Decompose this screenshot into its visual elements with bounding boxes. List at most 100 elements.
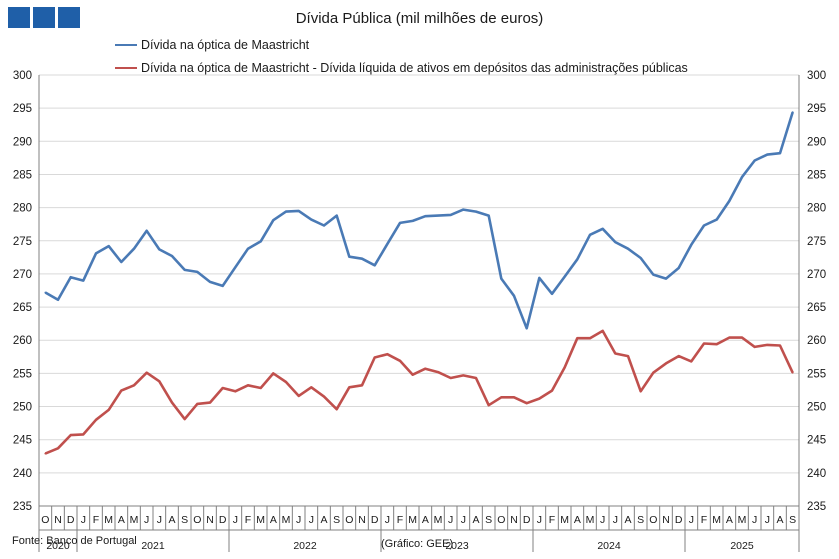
data-point-liquida <box>411 373 414 376</box>
data-point-maastricht <box>551 292 553 295</box>
month-label: O <box>649 514 657 526</box>
data-point-liquida <box>766 343 769 346</box>
logo-block-1 <box>8 7 30 28</box>
data-point-liquida <box>145 371 148 374</box>
data-point-maastricht <box>791 111 794 114</box>
y-tick-label-right: 280 <box>807 203 826 215</box>
gee-logo <box>8 7 80 28</box>
month-label: S <box>485 514 492 526</box>
data-point-liquida <box>196 402 199 405</box>
month-label: A <box>422 514 429 526</box>
data-point-liquida <box>95 418 97 421</box>
data-point-maastricht <box>411 219 414 222</box>
data-point-maastricht <box>285 210 287 213</box>
month-label: J <box>157 514 162 526</box>
month-label: F <box>93 514 99 526</box>
data-point-maastricht <box>145 229 148 232</box>
data-point-liquida <box>323 395 325 398</box>
data-point-maastricht <box>323 224 325 227</box>
month-label: F <box>397 514 403 526</box>
data-point-maastricht <box>335 214 338 217</box>
data-point-maastricht <box>221 284 224 287</box>
data-point-liquida <box>348 386 351 389</box>
data-point-liquida <box>449 377 452 379</box>
month-label: A <box>776 514 783 526</box>
series-line-maastricht <box>44 111 794 330</box>
month-label: A <box>168 514 175 526</box>
data-point-liquida <box>538 397 541 400</box>
data-point-liquida <box>399 359 401 362</box>
data-point-maastricht <box>728 200 731 202</box>
month-label: M <box>586 514 595 526</box>
year-label: 2025 <box>730 540 754 552</box>
month-label: J <box>309 514 314 526</box>
month-label: J <box>689 514 694 526</box>
month-label: A <box>118 514 125 526</box>
data-point-liquida <box>133 384 135 387</box>
data-point-maastricht <box>576 258 579 261</box>
y-tick-label-left: 270 <box>13 269 32 281</box>
data-point-liquida <box>513 396 515 399</box>
data-point-maastricht <box>525 327 528 330</box>
data-point-maastricht <box>639 257 642 259</box>
data-point-liquida <box>234 390 237 393</box>
y-tick-label-right: 240 <box>807 468 826 480</box>
data-point-maastricht <box>753 159 756 162</box>
data-point-maastricht <box>475 210 477 213</box>
y-tick-label-right: 250 <box>807 402 826 414</box>
month-label: A <box>472 514 479 526</box>
y-tick-label-left: 235 <box>13 501 32 513</box>
data-point-maastricht <box>259 240 262 243</box>
data-point-maastricht <box>373 264 376 267</box>
month-label: F <box>549 514 555 526</box>
month-label: N <box>358 514 366 526</box>
data-point-maastricht <box>82 279 85 282</box>
data-point-liquida <box>107 408 110 411</box>
data-point-maastricht <box>158 248 161 251</box>
year-label: 2022 <box>293 540 317 552</box>
data-point-liquida <box>183 418 186 421</box>
legend-label-liquida: Dívida na óptica de Maastricht - Dívida … <box>141 61 688 75</box>
year-label: 2024 <box>597 540 621 552</box>
month-label: J <box>461 514 466 526</box>
y-tick-label-right: 275 <box>807 236 826 248</box>
data-point-maastricht <box>386 243 389 245</box>
data-point-maastricht <box>563 275 566 278</box>
data-point-liquida <box>424 367 427 370</box>
data-point-liquida <box>703 342 705 345</box>
month-label: A <box>320 514 327 526</box>
legend-swatch-red <box>115 67 137 69</box>
legend-item-maastricht: Dívida na óptica de Maastricht <box>115 38 309 52</box>
month-label: S <box>181 514 188 526</box>
logo-block-2 <box>33 7 55 28</box>
y-tick-label-left: 250 <box>13 402 32 414</box>
y-tick-label-left: 260 <box>13 335 32 347</box>
y-tick-label-right: 235 <box>807 501 826 513</box>
month-label: M <box>408 514 417 526</box>
data-point-maastricht <box>44 291 47 294</box>
data-point-liquida <box>386 353 389 356</box>
month-label: M <box>434 514 443 526</box>
month-label: J <box>144 514 149 526</box>
data-point-liquida <box>639 390 642 393</box>
source-note: Fonte: Banco de Portugal <box>12 535 137 547</box>
data-point-maastricht <box>741 176 743 179</box>
y-tick-label-left: 245 <box>13 435 32 447</box>
y-tick-label-left: 295 <box>13 103 32 115</box>
data-point-liquida <box>791 371 794 374</box>
data-point-maastricht <box>234 266 237 269</box>
month-label: A <box>624 514 631 526</box>
data-point-liquida <box>525 402 528 405</box>
data-point-maastricht <box>272 219 275 222</box>
data-point-liquida <box>728 336 731 339</box>
legend-label-maastricht: Dívida na óptica de Maastricht <box>141 38 310 52</box>
data-point-liquida <box>69 434 72 436</box>
month-label: D <box>371 514 379 526</box>
data-point-maastricht <box>310 218 313 221</box>
y-tick-label-left: 280 <box>13 203 32 215</box>
data-point-liquida <box>563 366 566 369</box>
month-label: J <box>613 514 618 526</box>
month-label: O <box>345 514 353 526</box>
month-label: D <box>675 514 683 526</box>
